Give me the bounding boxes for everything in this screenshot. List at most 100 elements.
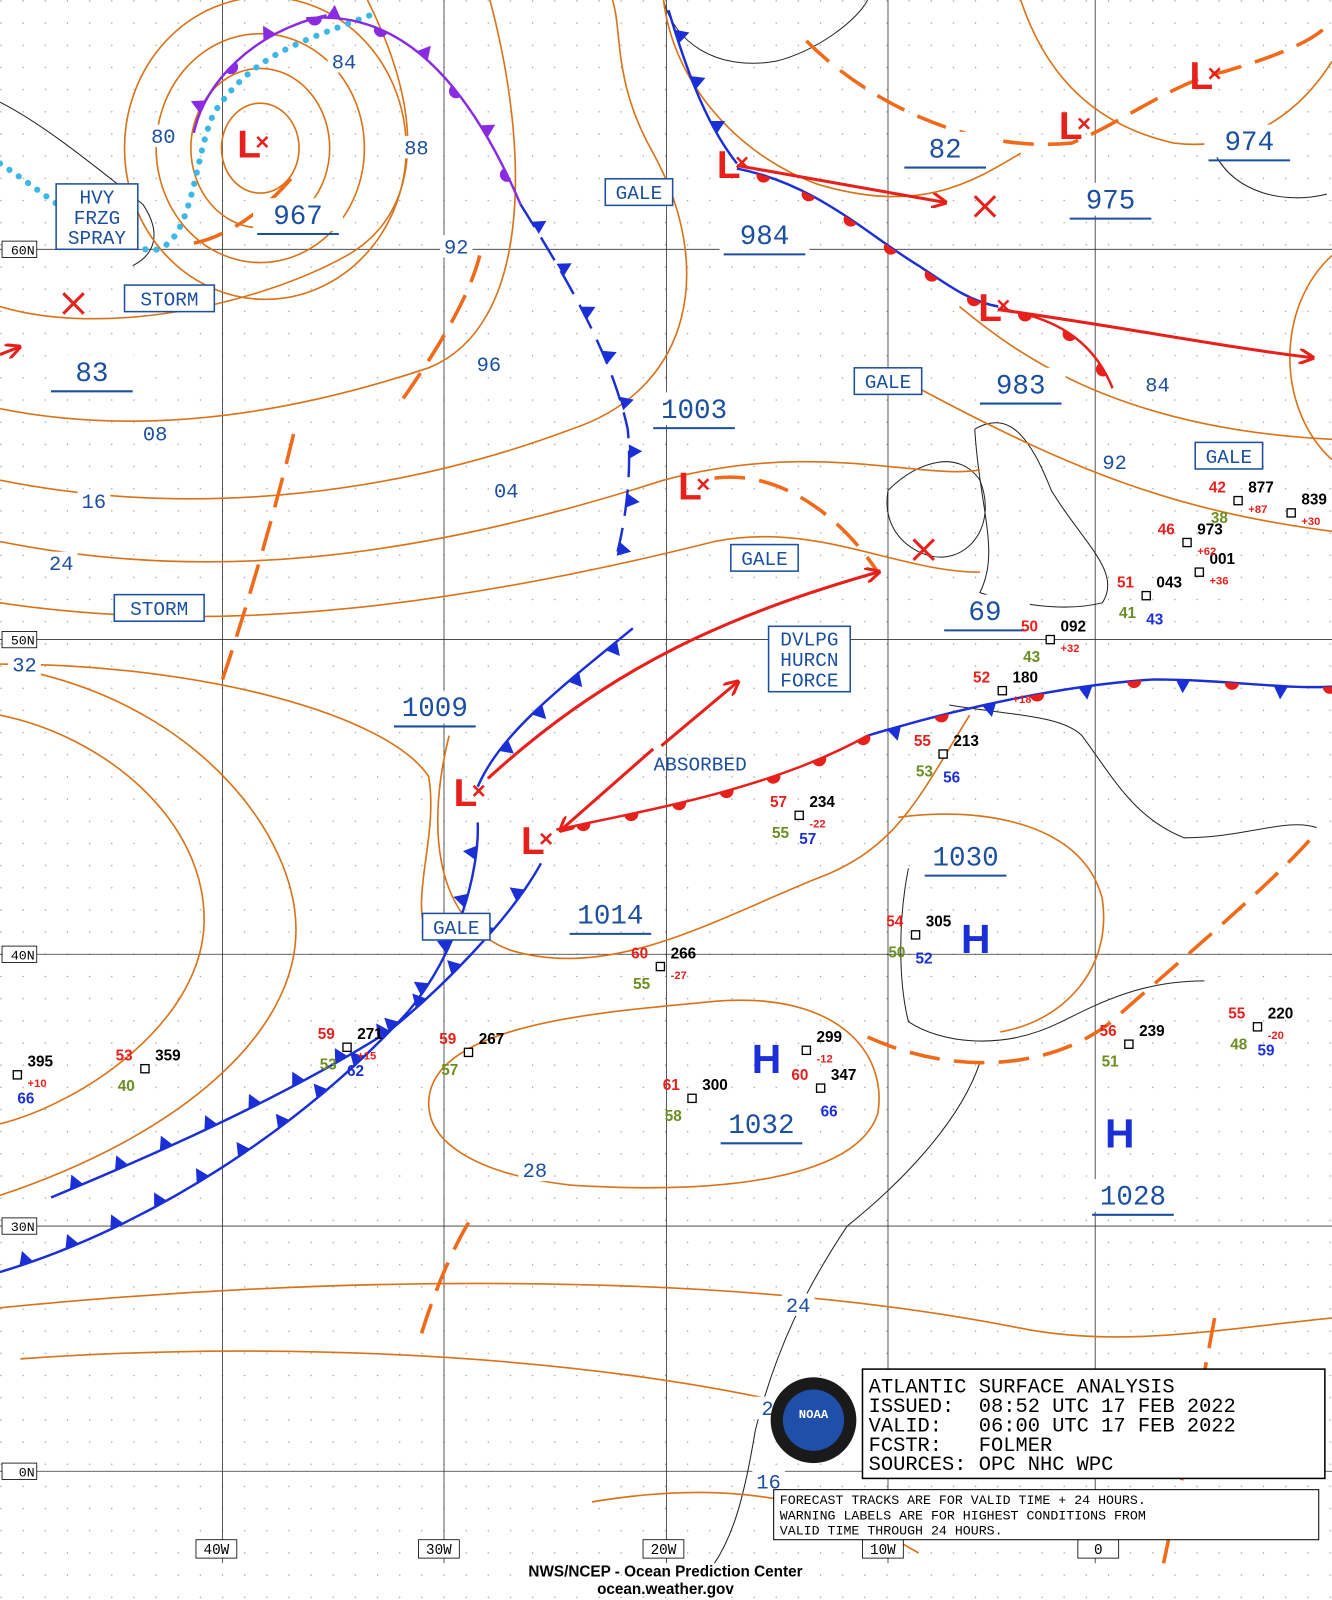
- warning-label: GALE: [616, 183, 663, 205]
- isobar: [662, 0, 1022, 198]
- station: [1182, 537, 1192, 548]
- warning-box: [55, 183, 139, 251]
- low-symbol: L: [978, 287, 1002, 330]
- isobar: [958, 305, 1332, 441]
- low-center: [736, 156, 749, 169]
- station: [815, 1083, 826, 1093]
- front-symbol: [619, 396, 634, 411]
- pressure-bg: [1088, 1179, 1178, 1212]
- station-wave: 56: [943, 770, 960, 787]
- front-symbol: [625, 493, 640, 508]
- station-dew: 58: [665, 1108, 682, 1125]
- trough: [220, 423, 298, 681]
- track: [486, 572, 878, 780]
- front-symbol: [1127, 680, 1142, 689]
- front-symbol: [1078, 685, 1093, 700]
- low-symbol: L: [521, 820, 545, 863]
- front-symbol: [292, 1071, 305, 1087]
- station-wave: 66: [17, 1090, 34, 1107]
- front-symbol: [154, 1192, 167, 1208]
- front-symbol: [313, 1083, 328, 1099]
- station-dew: 50: [888, 944, 905, 961]
- warning-label: SPRAY: [68, 228, 127, 250]
- low-symbol: L: [717, 144, 741, 187]
- station-pressure: 234: [809, 794, 835, 811]
- front-symbol: [924, 270, 938, 282]
- low-center: [472, 784, 485, 797]
- lat-label-box: [1, 1462, 38, 1480]
- central-pressure: 1030: [933, 843, 999, 874]
- isobar-label-bg: [44, 551, 78, 575]
- station-pressure: 877: [1248, 479, 1274, 496]
- isobar: [1289, 254, 1332, 461]
- warning-label: GALE: [1206, 447, 1253, 469]
- isobar-label: 88: [404, 138, 428, 161]
- front-symbol: [334, 1048, 348, 1064]
- station-temp: 60: [631, 945, 648, 962]
- central-pressure: 69: [968, 598, 1001, 629]
- front-symbol: [531, 220, 547, 234]
- front-symbol: [628, 444, 643, 459]
- low-symbol: L: [678, 466, 702, 509]
- lon-label-box: [418, 1539, 460, 1559]
- front-symbol: [114, 1155, 129, 1171]
- lat-label-box: [1, 1217, 38, 1235]
- warm-front: [736, 167, 999, 308]
- front-symbol: [601, 350, 617, 364]
- cold-front: [476, 627, 634, 788]
- station: [801, 1045, 812, 1056]
- isobar-label: 32: [12, 655, 36, 678]
- front-symbol: [756, 173, 771, 183]
- station-dew: 57: [441, 1062, 458, 1079]
- coast-britain: [974, 422, 1109, 608]
- x-marker: [973, 195, 997, 218]
- isobar: [0, 0, 517, 422]
- lat-label-box: [1, 945, 38, 963]
- front-symbol: [263, 25, 276, 41]
- station-wave: 62: [347, 1063, 364, 1080]
- front-symbol: [248, 1093, 262, 1109]
- isobar-label-bg: [327, 50, 361, 73]
- track: [660, 683, 737, 748]
- station-temp: 59: [439, 1031, 456, 1048]
- low-symbol: L: [1190, 55, 1214, 98]
- station-wave: 57: [799, 831, 816, 848]
- lon-label-box: [642, 1539, 685, 1559]
- station-temp: 54: [886, 914, 903, 931]
- lon-label-box: [195, 1539, 238, 1559]
- front-symbol: [448, 85, 461, 99]
- warning-label: HVY: [80, 187, 115, 209]
- coast-iberia: [900, 704, 1317, 1042]
- isobar-label: 28: [523, 1161, 547, 1184]
- station: [140, 1063, 150, 1074]
- isobar: [155, 32, 366, 264]
- station-dew: 43: [1023, 649, 1040, 666]
- forecast-positions: [62, 195, 997, 561]
- station-tendency: +62: [1197, 546, 1216, 558]
- trough: [419, 1211, 477, 1334]
- graticule: [0, 0, 1332, 1564]
- track: [561, 747, 655, 830]
- isobar-label: 80: [151, 127, 175, 150]
- station-dew: 55: [772, 825, 789, 842]
- front-symbol: [887, 725, 901, 741]
- isobar-label: 96: [477, 355, 501, 378]
- front-symbol: [1018, 312, 1033, 322]
- pressure-bg: [940, 594, 1030, 628]
- central-pressure: 984: [740, 222, 790, 253]
- front-symbol: [307, 16, 322, 26]
- note-line: FORECAST TRACKS ARE FOR VALID TIME + 24 …: [780, 1493, 1146, 1508]
- lat-label-box: [1, 240, 38, 258]
- station-temp: 56: [1100, 1023, 1117, 1040]
- isobar-label-bg: [138, 421, 172, 445]
- trough: [193, 177, 293, 245]
- station-pressure: 305: [926, 914, 952, 931]
- front-symbol: [934, 713, 949, 723]
- warning-label: FRZG: [74, 208, 121, 230]
- central-pressure: 1028: [1100, 1183, 1166, 1214]
- isobar-label: 92: [444, 237, 468, 260]
- station-dew: 38: [1211, 510, 1228, 527]
- isobar: [0, 673, 297, 1197]
- station-pressure: 180: [1013, 669, 1039, 686]
- isobar: [20, 1350, 817, 1411]
